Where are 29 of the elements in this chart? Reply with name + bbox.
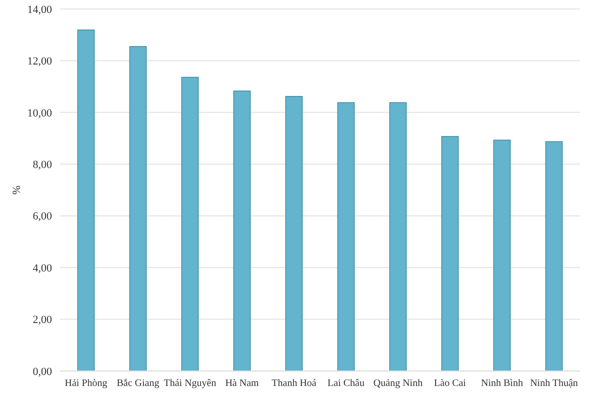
- y-tick-label: 2,00: [32, 314, 52, 326]
- x-tick-label: Lào Cai: [434, 378, 466, 389]
- y-tick-label: 0,00: [32, 366, 52, 378]
- bar: [337, 102, 355, 372]
- x-tick-label: Ninh Thuận: [530, 378, 578, 389]
- bar: [389, 102, 407, 372]
- bar: [181, 76, 199, 372]
- y-tick-label: 12,00: [27, 56, 52, 68]
- x-tick-label: Lai Châu: [328, 378, 364, 389]
- y-tick-label: 14,00: [27, 4, 52, 16]
- y-tick-label: 8,00: [32, 158, 52, 171]
- bar: [545, 141, 563, 372]
- bar: [441, 136, 459, 372]
- bar: [129, 46, 147, 372]
- x-tick-label: Quảng Ninh: [373, 378, 423, 389]
- bar: [285, 96, 303, 372]
- x-tick-label: Bắc Giang: [116, 378, 160, 389]
- x-tick-label: Thanh Hoá: [272, 378, 317, 389]
- bar: [77, 30, 95, 372]
- bar: [233, 90, 251, 372]
- y-axis-title: %: [11, 185, 23, 195]
- x-tick-label: Hà Nam: [225, 378, 260, 389]
- y-tick-label: 4,00: [32, 262, 52, 274]
- y-tick-label: 6,00: [32, 210, 52, 223]
- x-tick-label: Thái Nguyên: [164, 378, 216, 389]
- y-tick-label: 10,00: [27, 107, 52, 120]
- bar: [493, 140, 511, 372]
- x-tick-label: Hải Phòng: [64, 378, 108, 389]
- x-tick-label: Ninh Bình: [481, 378, 523, 389]
